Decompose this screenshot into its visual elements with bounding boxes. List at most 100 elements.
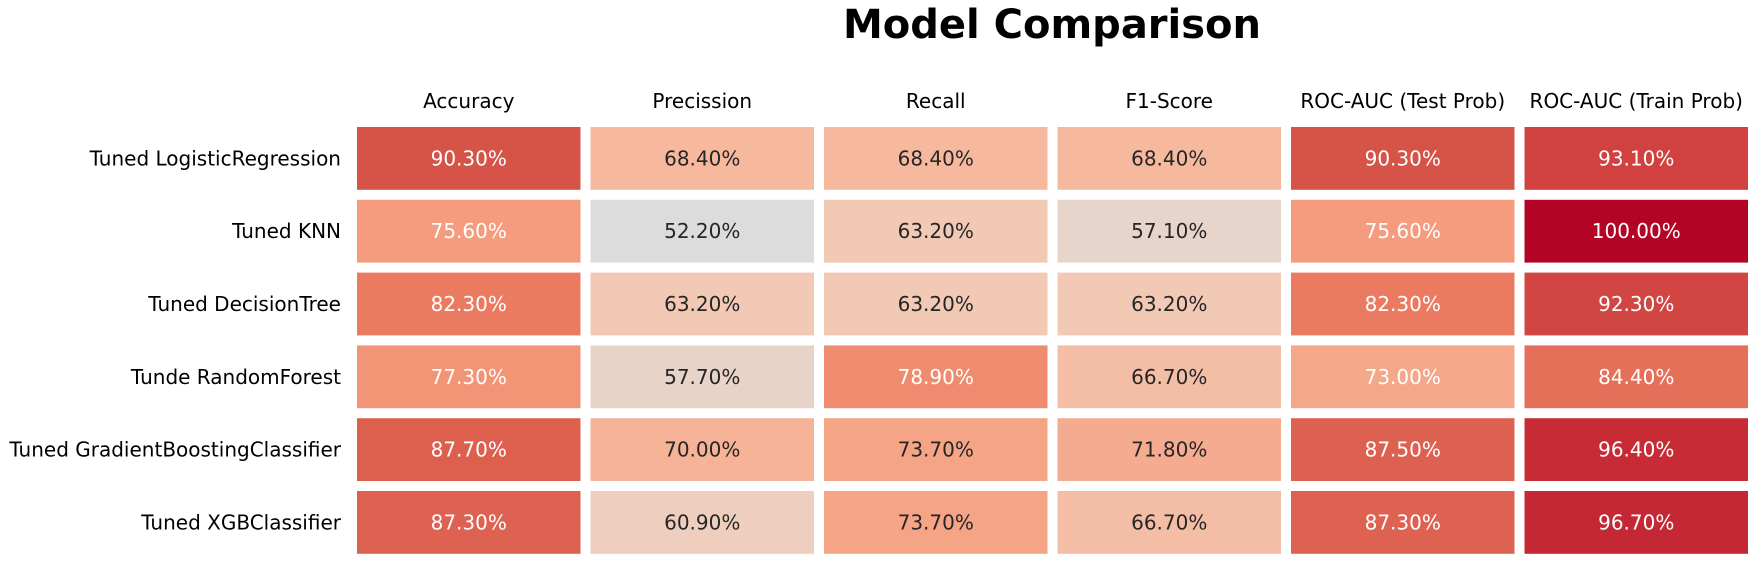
- heatmap-cell-rect: [1057, 199, 1281, 263]
- heatmap-cell: 82.30%: [357, 272, 581, 336]
- heatmap-cell-label: 78.90%: [898, 365, 974, 389]
- heatmap-cell-label: 68.40%: [1131, 146, 1207, 170]
- heatmap-cell: 68.40%: [590, 127, 814, 190]
- heatmap-cell-rect: [1291, 345, 1515, 409]
- heatmap-cell-rect: [1524, 491, 1748, 554]
- heatmap-cell-rect: [357, 127, 581, 190]
- heatmap-cell-rect: [824, 199, 1048, 263]
- heatmap-cell: 57.70%: [590, 345, 814, 409]
- heatmap-cell: 96.40%: [1524, 418, 1748, 481]
- heatmap-cell: 73.70%: [824, 491, 1048, 554]
- heatmap-cell: 75.60%: [357, 199, 581, 263]
- column-label: Precission: [652, 89, 752, 113]
- heatmap-cell: 87.30%: [1291, 491, 1515, 554]
- column-label: F1-Score: [1126, 89, 1213, 113]
- chart-title: Model Comparison: [843, 2, 1261, 48]
- heatmap-cell: 96.70%: [1524, 491, 1748, 554]
- heatmap-cell-label: 87.50%: [1365, 438, 1441, 462]
- heatmap-cell: 73.00%: [1291, 345, 1515, 409]
- heatmap-cell: 100.00%: [1524, 199, 1748, 263]
- heatmap-cell-label: 66.70%: [1131, 365, 1207, 389]
- heatmap-cell-rect: [1057, 345, 1281, 409]
- heatmap-cell: 75.60%: [1291, 199, 1515, 263]
- heatmap-cell-rect: [1524, 127, 1748, 190]
- heatmap-cell-rect: [1291, 127, 1515, 190]
- heatmap-cell-rect: [590, 272, 814, 336]
- heatmap-cell-rect: [590, 127, 814, 190]
- heatmap-cell-rect: [357, 272, 581, 336]
- row-label: Tuned XGBClassifier: [140, 510, 342, 534]
- heatmap-cell-rect: [1057, 491, 1281, 554]
- heatmap-cell-label: 92.30%: [1598, 292, 1674, 316]
- heatmap-cell-rect: [1524, 272, 1748, 336]
- heatmap-cell-rect: [357, 491, 581, 554]
- heatmap-cell-label: 96.70%: [1598, 510, 1674, 534]
- heatmap-cell-rect: [824, 127, 1048, 190]
- heatmap-cell-label: 73.70%: [898, 438, 974, 462]
- heatmap-cell: 92.30%: [1524, 272, 1748, 336]
- heatmap-cell-label: 90.30%: [1365, 146, 1441, 170]
- heatmap-cell-rect: [357, 199, 581, 263]
- heatmap-cell-rect: [590, 418, 814, 481]
- row-label: Tuned DecisionTree: [147, 292, 341, 316]
- row-label: Tuned LogisticRegression: [89, 146, 341, 170]
- heatmap-cell-label: 68.40%: [898, 146, 974, 170]
- heatmap-cell-rect: [1291, 418, 1515, 481]
- heatmap-cell-rect: [1291, 199, 1515, 263]
- heatmap-cell-label: 87.70%: [431, 438, 507, 462]
- heatmap-cell-label: 57.10%: [1131, 219, 1207, 243]
- heatmap-cell-label: 63.20%: [1131, 292, 1207, 316]
- row-labels: Tuned LogisticRegression Tuned KNN Tuned D…: [8, 146, 341, 534]
- heatmap-cell: 66.70%: [1057, 345, 1281, 409]
- heatmap-cell: 60.90%: [590, 491, 814, 554]
- heatmap-cell: 78.90%: [824, 345, 1048, 409]
- heatmap-cell: 87.70%: [357, 418, 581, 481]
- heatmap-cell-label: 66.70%: [1131, 510, 1207, 534]
- heatmap-cell-rect: [824, 418, 1048, 481]
- heatmap-cell-rect: [1291, 272, 1515, 336]
- heatmap-cell: 84.40%: [1524, 345, 1748, 409]
- heatmap-cell-label: 82.30%: [431, 292, 507, 316]
- heatmap-cell-label: 73.00%: [1365, 365, 1441, 389]
- heatmap-cell: 70.00%: [590, 418, 814, 481]
- heatmap-cells: 90.30% 68.40% 68.40% 68.40% 90.30% 93.10% 75.6…: [357, 127, 1748, 554]
- row-label: Tuned KNN: [231, 219, 341, 243]
- heatmap-cell-label: 100.00%: [1592, 219, 1681, 243]
- heatmap-cell-label: 87.30%: [1365, 510, 1441, 534]
- column-label: ROC-AUC (Test Prob): [1300, 89, 1505, 113]
- column-label: Recall: [906, 89, 966, 113]
- heatmap-cell-label: 52.20%: [664, 219, 740, 243]
- heatmap-cell: 71.80%: [1057, 418, 1281, 481]
- heatmap-cell-label: 90.30%: [431, 146, 507, 170]
- heatmap-cell-label: 57.70%: [664, 365, 740, 389]
- heatmap-cell: 77.30%: [357, 345, 581, 409]
- heatmap-cell-label: 63.20%: [898, 219, 974, 243]
- heatmap-cell-rect: [824, 272, 1048, 336]
- heatmap-cell-label: 70.00%: [664, 438, 740, 462]
- heatmap-cell-rect: [824, 345, 1048, 409]
- column-labels: Accuracy Precission Recall F1-Score ROC-AUC …: [423, 89, 1743, 113]
- heatmap-cell-rect: [1524, 199, 1748, 263]
- heatmap-cell-label: 75.60%: [1365, 219, 1441, 243]
- heatmap-cell-rect: [590, 491, 814, 554]
- heatmap-cell-label: 84.40%: [1598, 365, 1674, 389]
- column-label: ROC-AUC (Train Prob): [1530, 89, 1743, 113]
- column-label: Accuracy: [423, 89, 514, 113]
- heatmap-cell: 68.40%: [824, 127, 1048, 190]
- row-label: Tuned GradientBoostingClassifier: [8, 438, 341, 462]
- heatmap-cell-rect: [357, 345, 581, 409]
- heatmap-cell-rect: [357, 418, 581, 481]
- heatmap-cell-rect: [1057, 418, 1281, 481]
- heatmap-cell: 66.70%: [1057, 491, 1281, 554]
- heatmap-cell-rect: [824, 491, 1048, 554]
- heatmap-cell-label: 60.90%: [664, 510, 740, 534]
- heatmap-cell: 82.30%: [1291, 272, 1515, 336]
- heatmap-cell-rect: [1057, 272, 1281, 336]
- heatmap-cell-label: 77.30%: [431, 365, 507, 389]
- heatmap-cell: 68.40%: [1057, 127, 1281, 190]
- heatmap-cell: 87.50%: [1291, 418, 1515, 481]
- row-label: Tunde RandomForest: [130, 365, 341, 389]
- heatmap-cell: 90.30%: [1291, 127, 1515, 190]
- heatmap-cell: 52.20%: [590, 199, 814, 263]
